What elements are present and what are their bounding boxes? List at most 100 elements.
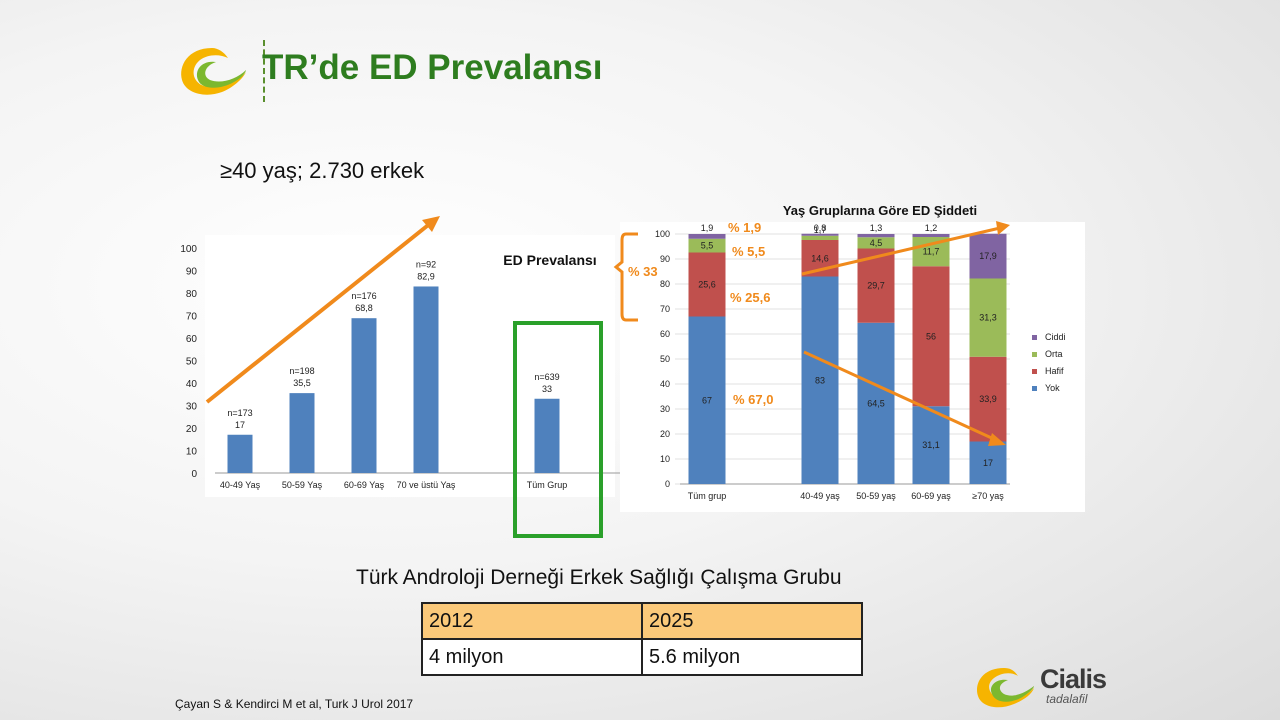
data-label: 29,7 (867, 281, 885, 291)
table-cell: 5.6 milyon (641, 638, 863, 676)
subtitle: ≥40 yaş; 2.730 erkek (220, 158, 425, 183)
legend-label: Hafif (1045, 366, 1064, 376)
study-group-caption: Türk Androloji Derneği Erkek Sağlığı Çal… (356, 566, 842, 589)
stack-segment (857, 237, 895, 249)
data-label: 82,9 (417, 271, 435, 281)
trend-arrow (205, 220, 434, 404)
data-label: 1,3 (870, 223, 883, 233)
data-label: 33 (542, 384, 552, 394)
chart-title: Yaş Gruplarına Göre ED Şiddeti (783, 203, 977, 218)
x-tick-label: 60-69 Yaş (344, 480, 385, 490)
annotation-total: % 33 (628, 264, 658, 279)
table-cell: 4 milyon (421, 638, 643, 676)
legend-label: Yok (1045, 383, 1060, 393)
y-tick-label: 90 (660, 254, 670, 264)
y-tick-label: 40 (660, 379, 670, 389)
stack-segment (969, 441, 1007, 484)
stack-segment (688, 234, 726, 239)
x-tick-label: 70 ve üstü Yaş (397, 480, 456, 490)
y-tick-label: 70 (660, 304, 670, 314)
data-label: 31,3 (979, 313, 997, 323)
stack-segment (688, 238, 726, 253)
table-row: 4 milyon 5.6 milyon (421, 638, 863, 676)
table-header-cell: 2012 (421, 602, 643, 640)
y-tick-label: 100 (180, 244, 197, 255)
bar (351, 318, 377, 473)
data-label: 17 (235, 420, 245, 430)
y-tick-label: 20 (660, 429, 670, 439)
stack-segment (801, 276, 839, 484)
data-label: 33,9 (979, 394, 997, 404)
legend-swatch (1032, 335, 1037, 340)
data-label: 17 (983, 458, 993, 468)
stack-segment (857, 322, 895, 484)
data-label: 5,5 (701, 241, 714, 251)
stack-segment (969, 356, 1007, 442)
y-tick-label: 10 (660, 454, 670, 464)
table-header-cell: 2025 (641, 602, 863, 640)
n-label: n=198 (289, 366, 314, 376)
data-label: 1,2 (925, 223, 938, 233)
n-label: n=92 (416, 259, 436, 269)
ed-prevalence-chart: 0 10 20 30 40 50 60 70 80 90 100 17 n=173 40-49 Yaş 35… (180, 216, 620, 538)
bar (534, 398, 560, 473)
legend-label: Orta (1045, 349, 1063, 359)
y-tick-label: 10 (186, 447, 198, 458)
x-tick-label: 40-49 yaş (800, 491, 840, 501)
table-header-row: 2012 2025 (421, 602, 863, 640)
legend-swatch (1032, 352, 1037, 357)
projection-table: 2012 2025 4 milyon 5.6 milyon (421, 602, 863, 676)
bar (413, 286, 439, 473)
bar (227, 434, 253, 473)
data-label: 35,5 (293, 378, 311, 388)
x-tick-label: 40-49 Yaş (220, 480, 261, 490)
stack-segment (801, 235, 839, 240)
data-label: 31,1 (922, 440, 940, 450)
y-tick-label: 0 (191, 469, 197, 480)
data-label: 67 (702, 395, 712, 405)
citation: Çayan S & Kendirci M et al, Turk J Urol … (175, 697, 414, 711)
stack-segment (688, 316, 726, 484)
stack-segment (969, 278, 1007, 357)
annotation-orta: % 5,5 (732, 244, 765, 259)
y-tick-label: 50 (660, 354, 670, 364)
highlight-box (513, 321, 603, 538)
legend-swatch (1032, 369, 1037, 374)
y-tick-label: 60 (186, 334, 198, 345)
data-label: 64,5 (867, 398, 885, 408)
x-tick-label: 50-59 yaş (856, 491, 896, 501)
legend-swatch (1032, 386, 1037, 391)
y-tick-label: 0 (665, 479, 670, 489)
x-tick-label: Tüm grup (688, 491, 727, 501)
stack-segment (912, 234, 950, 237)
stack-segment (801, 233, 839, 236)
trend-arrow-up (801, 226, 1001, 276)
trend-arrow-down (803, 350, 997, 442)
trend-arrowhead-up (996, 221, 1010, 235)
data-label: 1,9 (701, 223, 714, 233)
trend-arrowhead (422, 216, 440, 232)
data-label: 56 (926, 331, 936, 341)
brand-tagline: tadalafil (1046, 692, 1088, 706)
data-label: 11,7 (923, 247, 940, 257)
stack-segment (688, 252, 726, 317)
y-tick-label: 80 (186, 289, 198, 300)
x-tick-label: 60-69 yaş (911, 491, 951, 501)
data-label: 83 (815, 375, 825, 385)
stack-segment (969, 233, 1007, 279)
ed-severity-chart: Yaş Gruplarına Göre ED Şiddeti 0 10 20 30 40 5… (613, 203, 1066, 501)
x-tick-label: ≥70 yaş (972, 491, 1004, 501)
annotation-ciddi: % 1,9 (728, 220, 761, 235)
data-label: 4,5 (870, 238, 883, 248)
y-tick-label: 20 (186, 424, 198, 435)
data-label: 14,6 (811, 253, 829, 263)
y-tick-label: 30 (660, 404, 670, 414)
brand-logo-icon (977, 668, 1034, 708)
stack-segment (857, 234, 895, 238)
chart-title: ED Prevalansı (503, 252, 596, 268)
data-label: 1,7 (814, 225, 827, 235)
y-tick-label: 90 (186, 267, 198, 278)
data-label: 0,8 (814, 223, 827, 233)
n-label: n=176 (351, 291, 376, 301)
data-label: 25,6 (698, 280, 716, 290)
